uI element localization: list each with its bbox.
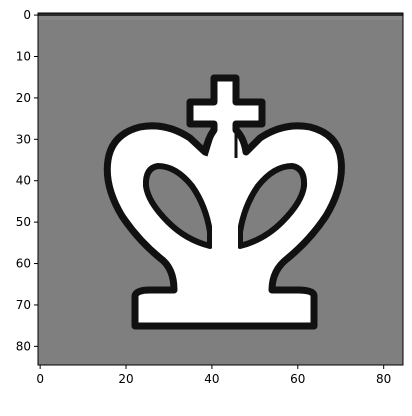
king-left-cutout xyxy=(142,163,213,249)
king-cross-stem-left xyxy=(204,129,216,157)
image-top-edge xyxy=(38,13,403,16)
x-tick-label: 60 xyxy=(290,372,305,386)
y-axis: 0 10 20 30 40 50 60 70 80 xyxy=(16,8,38,353)
image-top-light-row xyxy=(38,16,403,20)
king-right-cutout xyxy=(237,163,308,249)
axes-frame xyxy=(37,12,404,366)
x-tick-label: 0 xyxy=(36,372,44,386)
y-tick-label: 30 xyxy=(16,132,31,146)
x-tick-label: 80 xyxy=(376,372,391,386)
x-tick-label: 40 xyxy=(204,372,219,386)
y-tick-label: 70 xyxy=(16,298,31,312)
y-tick-label: 50 xyxy=(16,215,31,229)
chess-king-icon xyxy=(103,74,345,330)
image-area xyxy=(37,12,404,366)
king-neck xyxy=(212,150,238,260)
x-axis: 0 20 40 60 80 xyxy=(36,365,391,386)
y-tick-label: 80 xyxy=(16,339,31,353)
y-tick-label: 0 xyxy=(23,8,31,22)
y-tick-label: 40 xyxy=(16,174,31,188)
x-tick-label: 20 xyxy=(118,372,133,386)
y-tick-label: 20 xyxy=(16,91,31,105)
y-tick-label: 60 xyxy=(16,257,31,271)
y-tick-label: 10 xyxy=(16,49,31,63)
